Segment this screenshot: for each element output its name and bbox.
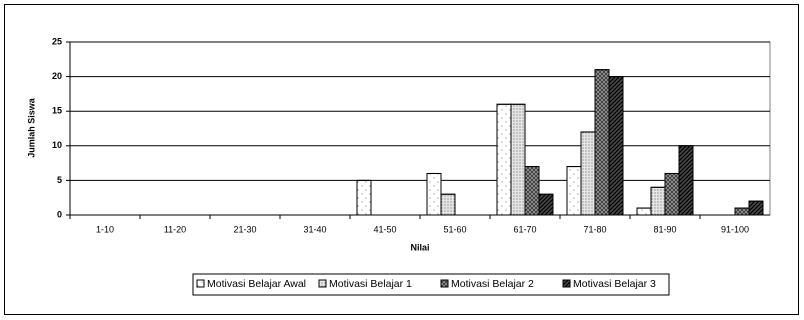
x-tick-label: 51-60 [443, 224, 466, 234]
bar-pattern [510, 103, 526, 216]
y-tick-label: 10 [52, 140, 62, 150]
x-tick-label: 71-80 [583, 224, 606, 234]
bar-pattern [594, 69, 610, 216]
legend-swatch-pattern [318, 279, 327, 288]
x-tick-label: 61-70 [513, 224, 536, 234]
x-axis-label: Nilai [410, 242, 429, 252]
y-tick-label: 25 [52, 36, 62, 46]
x-tick-label: 21-30 [233, 224, 256, 234]
frame [4, 4, 799, 315]
x-tick-label: 41-50 [373, 224, 396, 234]
bar-pattern [678, 145, 694, 216]
bar-pattern [426, 172, 442, 216]
y-tick-label: 0 [57, 209, 62, 219]
x-tick-label: 81-90 [653, 224, 676, 234]
legend-label: Motivasi Belajar 1 [329, 278, 412, 290]
bar-pattern [440, 193, 456, 216]
y-axis-label: Jumlah Siswa [26, 97, 36, 158]
x-tick-label: 11-20 [164, 224, 186, 234]
y-tick-label: 5 [57, 175, 62, 185]
bar-pattern [356, 179, 372, 216]
bar-pattern [636, 207, 652, 216]
legend-label: Motivasi Belajar 2 [451, 278, 534, 290]
legend-swatch-pattern [440, 279, 449, 288]
legend-swatch-pattern [562, 279, 571, 288]
y-tick-label: 15 [52, 106, 62, 116]
bar-pattern [748, 200, 764, 216]
bar-pattern [538, 193, 554, 216]
x-tick-label: 31-40 [303, 224, 326, 234]
y-tick-label: 20 [52, 71, 62, 81]
bar-pattern [664, 172, 680, 216]
bar-pattern [608, 76, 624, 216]
bar-pattern [650, 186, 666, 216]
legend-label: Motivasi Belajar Awal [207, 278, 306, 290]
bar-pattern [580, 131, 596, 216]
x-tick-label: 91-100 [721, 224, 749, 234]
legend-box [192, 273, 670, 296]
legend-label: Motivasi Belajar 3 [573, 278, 656, 290]
x-tick-label: 1-10 [96, 224, 114, 234]
bar-pattern [524, 166, 540, 216]
bar-pattern [566, 166, 582, 216]
legend-swatch-pattern [196, 279, 205, 288]
bar-pattern [496, 103, 512, 216]
bar-pattern [734, 207, 750, 216]
